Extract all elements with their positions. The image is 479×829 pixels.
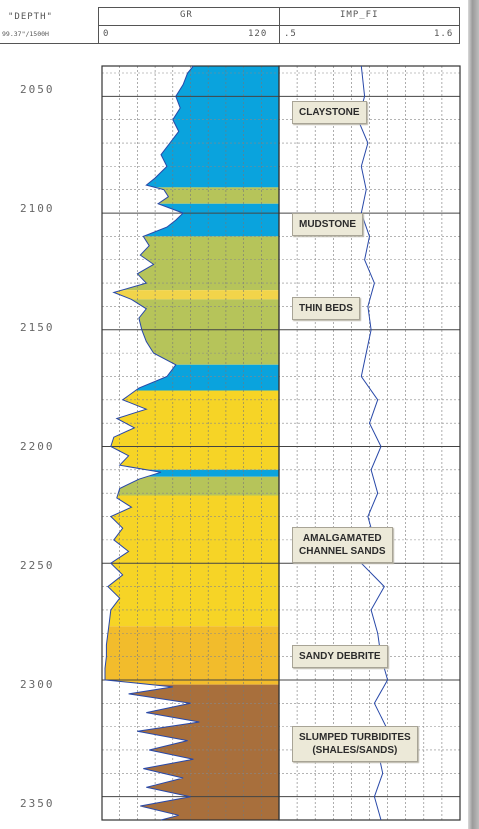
label-amalgamated-channel-sands: AMALGAMATED CHANNEL SANDS	[292, 527, 393, 563]
label-thin-beds: THIN BEDS	[292, 297, 360, 320]
window-edge	[468, 0, 479, 829]
gr-curve	[104, 65, 200, 821]
label-mudstone: MUDSTONE	[292, 213, 364, 236]
depth-label-2050: 2050	[20, 83, 55, 96]
lithology-fill-10	[107, 495, 280, 627]
header-divider	[98, 25, 459, 26]
header-bottom-border	[0, 43, 459, 44]
lithology-fill-2	[143, 203, 279, 237]
depth-title: "DEPTH"	[8, 12, 53, 22]
depth-scale: 99.37"/1500H	[2, 30, 49, 38]
lithology-fill-5	[131, 299, 279, 365]
label-sandy-debrite: SANDY DEBRITE	[292, 645, 388, 668]
depth-label-2200: 2200	[20, 440, 55, 453]
depth-label-2250: 2250	[20, 559, 55, 572]
lithology-fill-9	[117, 476, 279, 496]
lithology-fill-1	[155, 187, 279, 204]
imp-min: .5	[284, 29, 297, 39]
lithology-fill-12	[128, 684, 279, 820]
header-mid-border	[279, 7, 280, 44]
depth-label-2350: 2350	[20, 797, 55, 810]
depth-label-2300: 2300	[20, 678, 55, 691]
lithology-fill-6	[135, 364, 279, 391]
lithology-fill-7	[110, 390, 279, 470]
lithology-fill-3	[121, 236, 280, 291]
depth-label-2150: 2150	[20, 321, 55, 334]
imp-track-name: IMP_FI	[340, 10, 379, 20]
lithology-fill-8	[146, 469, 279, 477]
lithology-fill-11	[105, 626, 279, 685]
lithology-fill-0	[146, 66, 279, 188]
gr-min: 0	[103, 29, 110, 39]
header-left-border	[98, 7, 99, 44]
label-slumped-turbidites: SLUMPED TURBIDITES (SHALES/SANDS)	[292, 726, 418, 762]
gr-track-name: GR	[180, 10, 193, 20]
header-top-border	[98, 7, 459, 8]
imp-track-border	[278, 65, 461, 821]
imp-max: 1.6	[434, 29, 454, 39]
header-right-border	[459, 7, 460, 44]
label-claystone: CLAYSTONE	[292, 101, 367, 124]
lithology-fill-4	[113, 290, 279, 300]
depth-label-2100: 2100	[20, 202, 55, 215]
imp-curve	[357, 65, 389, 821]
gr-max: 120	[248, 29, 268, 39]
